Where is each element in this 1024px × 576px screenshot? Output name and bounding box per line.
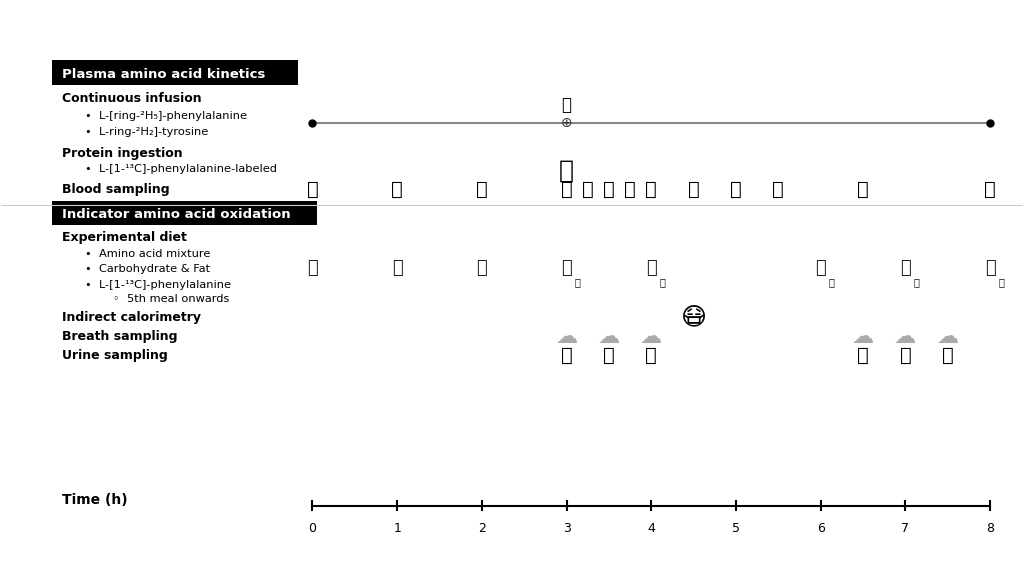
Text: 🩸: 🩸: [688, 180, 699, 199]
Text: •  L-[1-¹³C]-phenylalanine-labeled: • L-[1-¹³C]-phenylalanine-labeled: [85, 164, 276, 175]
Text: Blood sampling: Blood sampling: [61, 183, 169, 196]
Text: 🩸: 🩸: [645, 180, 657, 199]
Text: 💧: 💧: [942, 346, 953, 365]
Text: 💧: 💧: [645, 346, 657, 365]
Text: 🥤: 🥤: [559, 158, 574, 183]
Text: 8: 8: [986, 522, 994, 535]
Text: Experimental diet: Experimental diet: [61, 231, 186, 244]
Text: 🩸: 🩸: [603, 180, 614, 199]
Text: •  Carbohydrate & Fat: • Carbohydrate & Fat: [85, 264, 210, 274]
Text: ⊕: ⊕: [561, 116, 572, 130]
Text: 🍶: 🍶: [307, 259, 317, 277]
Text: ☁: ☁: [640, 327, 663, 347]
Text: 7: 7: [901, 522, 909, 535]
Text: ◦  5th meal onwards: ◦ 5th meal onwards: [113, 294, 229, 305]
Text: 🍶: 🍶: [900, 259, 910, 277]
Text: 🍪: 🍪: [659, 277, 666, 287]
Text: 🩸: 🩸: [730, 180, 741, 199]
Text: 🍶: 🍶: [561, 259, 572, 277]
Text: ☁: ☁: [937, 327, 958, 347]
Text: 🍪: 🍪: [913, 277, 920, 287]
Text: 🍶: 🍶: [476, 259, 487, 277]
Text: 🍪: 🍪: [998, 277, 1005, 287]
Text: Protein ingestion: Protein ingestion: [61, 147, 182, 160]
Text: 🍶: 🍶: [815, 259, 826, 277]
Text: 🩸: 🩸: [772, 180, 784, 199]
Text: 💧: 💧: [857, 346, 869, 365]
Text: 2: 2: [478, 522, 485, 535]
FancyBboxPatch shape: [52, 60, 298, 85]
Text: 4: 4: [647, 522, 655, 535]
Text: ☁: ☁: [852, 327, 874, 347]
Text: Time (h): Time (h): [61, 493, 127, 507]
Text: Indirect calorimetry: Indirect calorimetry: [61, 311, 201, 324]
Text: 🍪: 🍪: [828, 277, 835, 287]
Text: ☁: ☁: [598, 327, 620, 347]
Text: 🍶: 🍶: [392, 259, 402, 277]
Text: Urine sampling: Urine sampling: [61, 348, 168, 362]
Text: 🔌: 🔌: [561, 96, 571, 114]
Text: 1: 1: [393, 522, 401, 535]
Text: •  L-[1-¹³C]-phenylalanine: • L-[1-¹³C]-phenylalanine: [85, 279, 231, 290]
Text: 0: 0: [308, 522, 316, 535]
Text: •  L-[ring-²H₅]-phenylalanine: • L-[ring-²H₅]-phenylalanine: [85, 111, 247, 121]
Text: 🍶: 🍶: [985, 259, 995, 277]
Text: 🩸: 🩸: [306, 180, 318, 199]
Text: 🩸: 🩸: [391, 180, 403, 199]
Text: 5: 5: [732, 522, 740, 535]
Text: ☁: ☁: [894, 327, 916, 347]
Text: 3: 3: [562, 522, 570, 535]
Text: 💧: 💧: [603, 346, 614, 365]
Text: •  L-ring-²H₂]-tyrosine: • L-ring-²H₂]-tyrosine: [85, 127, 208, 137]
Text: Continuous infusion: Continuous infusion: [61, 92, 202, 105]
Text: 🩸: 🩸: [625, 180, 636, 199]
Text: 💧: 💧: [899, 346, 911, 365]
Text: •  Amino acid mixture: • Amino acid mixture: [85, 249, 210, 259]
Text: 🍶: 🍶: [646, 259, 656, 277]
Text: 6: 6: [817, 522, 824, 535]
Text: Indicator amino acid oxidation: Indicator amino acid oxidation: [61, 208, 291, 221]
Text: 🩸: 🩸: [561, 180, 572, 199]
Text: 🩸: 🩸: [582, 180, 594, 199]
Text: Plasma amino acid kinetics: Plasma amino acid kinetics: [61, 68, 265, 81]
Text: ☁: ☁: [555, 327, 578, 347]
Text: 🩸: 🩸: [984, 180, 996, 199]
Text: 🩸: 🩸: [857, 180, 869, 199]
Text: Breath sampling: Breath sampling: [61, 330, 177, 343]
Text: 🍪: 🍪: [574, 277, 581, 287]
Text: 💧: 💧: [561, 346, 572, 365]
FancyBboxPatch shape: [52, 201, 317, 225]
Text: 🩸: 🩸: [476, 180, 487, 199]
Text: 😷: 😷: [681, 306, 707, 330]
